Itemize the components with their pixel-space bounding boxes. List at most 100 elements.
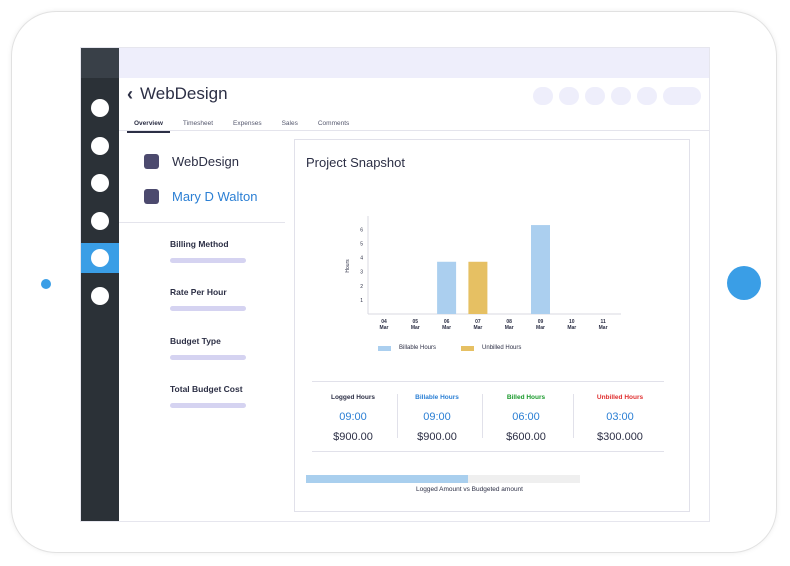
nav-icon — [91, 174, 109, 192]
x-tick-label: Mar — [411, 325, 420, 331]
x-tick-label: 10 — [569, 319, 575, 325]
card-title: Project Snapshot — [306, 155, 406, 170]
budget-progress-bar — [306, 475, 580, 483]
details-panel: WebDesign Mary D Walton Billing Method R… — [119, 131, 285, 521]
field-value-placeholder — [170, 355, 246, 360]
sidebar-logo — [81, 48, 119, 78]
stat-label: Billable Hours — [415, 394, 459, 401]
stat-amount: $300.000 — [597, 431, 643, 443]
back-chevron-icon[interactable]: ‹ — [127, 84, 133, 104]
stat-billable-hours: Billable Hours 09:00 $900.00 — [393, 394, 481, 443]
header-action-button[interactable] — [533, 87, 553, 105]
x-tick-label: 06 — [444, 319, 450, 325]
home-button[interactable] — [727, 266, 761, 300]
x-tick-label: 09 — [538, 319, 544, 325]
x-tick-label: Mar — [599, 325, 608, 331]
field-rate-per-hour: Rate Per Hour — [170, 287, 246, 311]
stat-divider — [482, 394, 483, 438]
x-tick-label: Mar — [442, 325, 451, 331]
x-tick-label: 11 — [600, 319, 606, 325]
sidebar-item-6[interactable] — [81, 281, 119, 311]
camera-dot — [41, 279, 51, 289]
sidebar-item-3[interactable] — [81, 168, 119, 198]
stat-time: 03:00 — [606, 411, 634, 423]
stats-top-divider — [312, 381, 664, 382]
x-tick-label: Mar — [380, 325, 389, 331]
nav-icon — [91, 99, 109, 117]
budget-progress-fill — [306, 475, 468, 483]
hours-bar-chart: 123456Hours04Mar05Mar06Mar07Mar08Mar09Ma… — [345, 216, 621, 331]
page-header: ‹ WebDesign Overview Timesheet Expenses … — [119, 78, 709, 133]
tab-bar: Overview Timesheet Expenses Sales Commen… — [127, 118, 362, 133]
sidebar-item-2[interactable] — [81, 131, 119, 161]
stat-time: 06:00 — [512, 411, 540, 423]
stat-divider — [573, 394, 574, 438]
tab-overview[interactable]: Overview — [127, 118, 170, 133]
x-tick-label: Mar — [567, 325, 576, 331]
field-value-placeholder — [170, 258, 246, 263]
user-entry[interactable]: Mary D Walton — [144, 189, 257, 204]
field-label: Billing Method — [170, 239, 229, 249]
legend-item-unbilled: Unbilled Hours — [461, 345, 521, 351]
x-tick-label: Mar — [536, 325, 545, 331]
header-action-button[interactable] — [559, 87, 579, 105]
stat-time: 09:00 — [423, 411, 451, 423]
stat-logged-hours: Logged Hours 09:00 $900.00 — [309, 394, 397, 443]
field-label: Budget Type — [170, 336, 221, 346]
stat-label: Unbilled Hours — [596, 394, 644, 401]
y-tick-label: 6 — [360, 227, 363, 233]
y-tick-label: 5 — [360, 241, 363, 247]
x-tick-label: 05 — [413, 319, 419, 325]
tab-sales[interactable]: Sales — [281, 120, 298, 127]
y-tick-label: 4 — [360, 256, 363, 262]
y-axis-label: Hours — [345, 259, 351, 273]
top-bar — [119, 48, 709, 78]
field-label: Rate Per Hour — [170, 287, 227, 297]
field-value-placeholder — [170, 306, 246, 311]
header-action-button[interactable] — [585, 87, 605, 105]
sidebar-item-4[interactable] — [81, 206, 119, 236]
stat-amount: $900.00 — [417, 431, 457, 443]
x-tick-label: 08 — [506, 319, 512, 325]
header-actions — [533, 87, 701, 105]
bar-billable-hours — [531, 225, 550, 314]
stat-label: Billed Hours — [506, 394, 546, 401]
field-value-placeholder — [170, 403, 246, 408]
tab-comments[interactable]: Comments — [317, 120, 350, 127]
project-icon — [144, 154, 159, 169]
stats-bottom-divider — [312, 451, 664, 452]
y-tick-label: 1 — [360, 298, 363, 304]
tab-timesheet[interactable]: Timesheet — [182, 120, 214, 127]
x-tick-label: 04 — [381, 319, 387, 325]
nav-icon — [91, 287, 109, 305]
header-action-button[interactable] — [611, 87, 631, 105]
project-name: WebDesign — [172, 154, 239, 169]
stat-unbilled-hours: Unbilled Hours 03:00 $300.000 — [576, 394, 664, 443]
stat-amount: $600.00 — [506, 431, 546, 443]
tab-expenses[interactable]: Expenses — [233, 120, 262, 127]
bar-billable-hours — [437, 261, 457, 314]
x-tick-label: Mar — [505, 325, 514, 331]
sidebar-item-1[interactable] — [81, 93, 119, 123]
field-label: Total Budget Cost — [170, 384, 243, 394]
field-budget-type: Budget Type — [170, 336, 246, 360]
user-name: Mary D Walton — [172, 189, 258, 204]
header-action-button[interactable] — [663, 87, 701, 105]
stat-time: 09:00 — [339, 411, 367, 423]
project-snapshot-card: Project Snapshot 1 2 3 4 5 6 Hours 04 Mar 05 Mar 06… — [294, 139, 690, 512]
legend-swatch — [461, 345, 475, 351]
nav-icon — [91, 212, 109, 230]
chart-legend: Billable Hours Unbilled Hours — [378, 345, 521, 351]
sidebar-item-5[interactable] — [81, 243, 119, 273]
stat-amount: $900.00 — [333, 431, 373, 443]
legend-item-billable: Billable Hours — [378, 345, 436, 351]
app-screen: ‹ WebDesign Overview Timesheet Expenses … — [80, 47, 710, 522]
y-tick-label: 2 — [360, 284, 363, 290]
x-tick-label: Mar — [473, 325, 482, 331]
project-entry[interactable]: WebDesign — [144, 154, 239, 169]
stat-divider — [397, 394, 398, 438]
y-tick-label: 3 — [360, 270, 363, 276]
header-action-button[interactable] — [637, 87, 657, 105]
budget-progress-label: Logged Amount vs Budgeted amount — [416, 486, 523, 493]
bar-unbilled-hours — [468, 261, 488, 314]
